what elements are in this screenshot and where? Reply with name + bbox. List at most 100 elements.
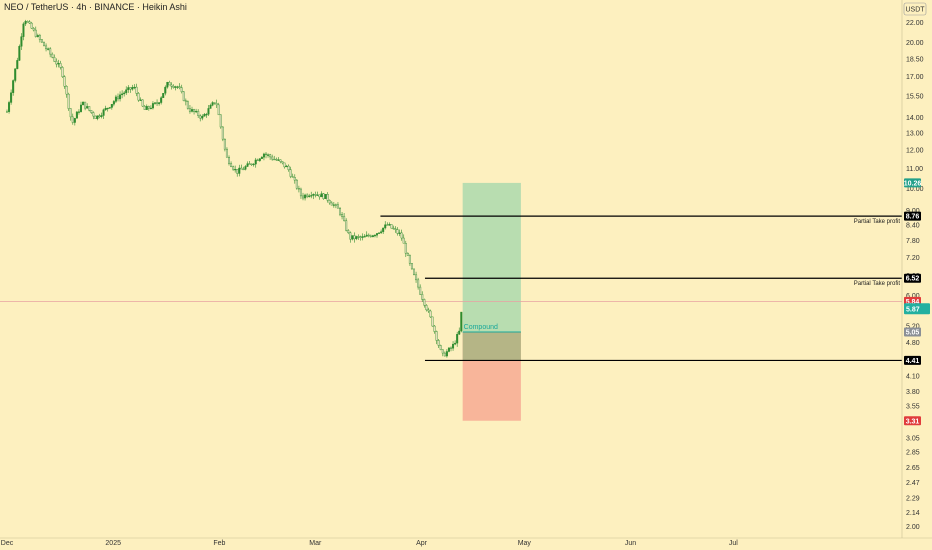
candle-143 — [299, 187, 302, 199]
candle-52 — [112, 99, 115, 107]
candle-194 — [404, 240, 407, 258]
candle-19 — [45, 43, 48, 52]
candle-17 — [40, 39, 43, 43]
entry-overlap-zone — [462, 331, 521, 361]
candle-190 — [396, 227, 399, 236]
candle-165 — [345, 218, 348, 232]
candle-116 — [244, 165, 247, 171]
candle-115 — [242, 166, 245, 171]
candle-210 — [437, 338, 440, 348]
candle-176 — [367, 233, 370, 238]
candle-192 — [400, 229, 403, 241]
candle-121 — [254, 157, 257, 168]
candle-208 — [433, 325, 436, 334]
candle-15 — [36, 33, 39, 38]
candle-144 — [302, 192, 305, 201]
x-tick-1: 2025 — [105, 540, 121, 547]
candle-127 — [267, 153, 270, 158]
candle-110 — [232, 165, 235, 171]
candle-138 — [289, 166, 292, 179]
candle-134 — [281, 161, 284, 165]
candle-88 — [186, 100, 189, 110]
candle-92 — [195, 108, 198, 114]
candle-135 — [283, 162, 286, 169]
candle-154 — [322, 192, 325, 200]
candle-202 — [421, 291, 424, 302]
candle-172 — [359, 235, 362, 241]
candle-167 — [349, 231, 352, 243]
candle-205 — [427, 307, 430, 313]
candle-122 — [256, 158, 259, 161]
candle-156 — [326, 192, 329, 203]
candle-150 — [314, 191, 317, 198]
y-tick-8: 11.00 — [906, 166, 923, 173]
candle-212 — [441, 349, 444, 357]
y-tick-12: 7.80 — [906, 238, 920, 245]
candle-38 — [84, 101, 87, 111]
candle-33 — [73, 117, 76, 126]
candle-58 — [125, 86, 128, 95]
candle-29 — [65, 85, 68, 98]
x-tick-6: Jun — [625, 540, 636, 547]
candle-100 — [211, 101, 214, 107]
x-tick-3: Mar — [309, 540, 322, 547]
candle-75 — [160, 96, 163, 105]
svg-text:4.41: 4.41 — [906, 358, 920, 365]
y-tick-21: 3.80 — [906, 389, 920, 396]
candle-203 — [423, 298, 426, 308]
level-label-0: Partial Take profit — [854, 219, 901, 225]
candle-9 — [24, 19, 27, 27]
candle-76 — [162, 93, 165, 98]
candle-168 — [351, 235, 354, 241]
candle-11 — [28, 20, 31, 24]
candle-20 — [47, 47, 50, 51]
candle-26 — [59, 60, 62, 70]
candle-97 — [205, 112, 208, 118]
candle-117 — [246, 161, 249, 168]
x-tick-4: Apr — [416, 540, 428, 547]
candle-211 — [439, 344, 442, 351]
candle-178 — [371, 234, 374, 238]
candle-109 — [230, 161, 233, 168]
candle-183 — [382, 227, 385, 234]
candle-36 — [80, 101, 83, 113]
y-tick-11: 8.40 — [906, 222, 920, 229]
candle-204 — [425, 304, 428, 312]
target-zone[interactable] — [462, 182, 521, 332]
candle-180 — [376, 233, 379, 238]
candle-50 — [108, 107, 111, 109]
y-tick-29: 2.14 — [906, 510, 920, 517]
candle-104 — [219, 114, 222, 129]
candle-102 — [215, 99, 218, 108]
candle-140 — [293, 174, 296, 184]
candle-113 — [238, 164, 241, 177]
candle-27 — [61, 66, 64, 79]
y-tick-24: 3.05 — [906, 435, 920, 442]
candle-81 — [172, 84, 175, 89]
candle-166 — [347, 229, 350, 235]
time-axis[interactable]: Dec 2025 Feb Mar Apr May Jun Jul — [1, 540, 738, 547]
candle-13 — [32, 26, 35, 32]
candle-170 — [355, 235, 358, 241]
y-tick-4: 15.50 — [906, 94, 924, 101]
candle-215 — [447, 347, 450, 353]
currency-badge[interactable]: USDT — [903, 2, 927, 16]
candle-82 — [174, 85, 177, 91]
candle-221 — [460, 311, 463, 333]
candle-93 — [197, 109, 200, 118]
candle-8 — [22, 22, 25, 41]
candle-66 — [141, 99, 144, 107]
candle-53 — [114, 94, 117, 103]
candle-207 — [431, 316, 434, 327]
y-tick-10: 9.00 — [906, 208, 920, 215]
candle-151 — [316, 191, 319, 196]
svg-text:6.52: 6.52 — [906, 276, 920, 283]
candle-31 — [69, 108, 72, 121]
candle-77 — [164, 85, 167, 96]
candle-137 — [287, 164, 290, 172]
candle-196 — [408, 254, 411, 266]
y-tick-30: 2.00 — [906, 524, 920, 531]
price-badge-5: 4.41 — [904, 355, 921, 365]
candle-72 — [154, 102, 157, 105]
